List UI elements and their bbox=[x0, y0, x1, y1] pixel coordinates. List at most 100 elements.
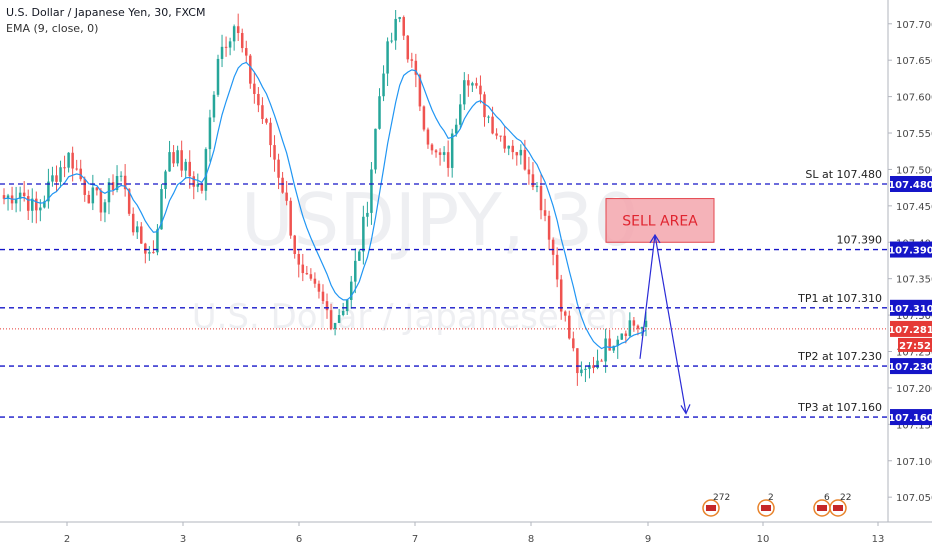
level-label: TP3 at 107.160 bbox=[797, 401, 882, 414]
candle-body bbox=[495, 133, 498, 136]
candle-body bbox=[148, 252, 151, 254]
candle-body bbox=[144, 243, 147, 254]
candle-body bbox=[584, 368, 587, 370]
candle-body bbox=[644, 320, 648, 328]
candle-body bbox=[220, 46, 224, 59]
candle-body bbox=[543, 210, 547, 216]
candle-body bbox=[140, 226, 143, 244]
candle-body bbox=[35, 198, 38, 211]
level-price-tag-text: 107.310 bbox=[888, 304, 932, 315]
candle-body bbox=[281, 177, 284, 193]
candle-body bbox=[640, 327, 644, 329]
level-price-tag-text: 107.390 bbox=[888, 246, 932, 257]
time-tick-label: 8 bbox=[528, 534, 534, 545]
level-price-tag bbox=[890, 409, 932, 426]
candle-body bbox=[309, 274, 313, 279]
candle-body bbox=[362, 216, 365, 252]
candle-body bbox=[75, 168, 78, 170]
candle-body bbox=[200, 184, 204, 191]
candle-body bbox=[527, 169, 531, 175]
candle-body bbox=[325, 301, 329, 311]
event-icon: 2 bbox=[757, 493, 775, 517]
candle-body bbox=[123, 175, 127, 190]
candle-body bbox=[47, 181, 50, 202]
candle-body bbox=[345, 299, 349, 312]
candle-body bbox=[467, 80, 470, 86]
candle-body bbox=[180, 150, 183, 171]
candle-body bbox=[523, 149, 527, 170]
event-count: 272 bbox=[713, 493, 730, 503]
candle-body bbox=[475, 83, 478, 86]
candle-body bbox=[103, 202, 107, 213]
candle-body bbox=[515, 152, 519, 156]
price-axis[interactable]: 107.700 107.650 107.600 107.550 107.500 107.4… bbox=[887, 0, 932, 522]
ema-line-layer bbox=[3, 61, 647, 350]
candle-body bbox=[313, 278, 317, 284]
candle-body bbox=[156, 229, 159, 253]
candle-body bbox=[366, 212, 369, 217]
candle-body bbox=[337, 315, 341, 323]
candle-body bbox=[91, 187, 95, 204]
candle-body bbox=[249, 55, 252, 84]
time-axis[interactable]: 2 3 6 7 8 9 10 13 bbox=[0, 521, 932, 545]
candle-body bbox=[604, 338, 607, 362]
candle-body bbox=[216, 58, 220, 95]
candle-body bbox=[43, 201, 46, 208]
candle-body bbox=[555, 254, 559, 280]
candle-body bbox=[382, 73, 385, 97]
price-tick-label: 107.550 bbox=[896, 129, 932, 140]
levels-layer: SL at 107.480 107.390 TP1 at 107.310 TP2 at… bbox=[0, 168, 888, 418]
candle-body bbox=[152, 252, 155, 254]
candle-body bbox=[2, 195, 6, 199]
candle-body bbox=[31, 198, 34, 211]
candle-body bbox=[459, 104, 462, 125]
candle-body bbox=[426, 129, 430, 145]
candle-body bbox=[71, 152, 74, 169]
candle-body bbox=[636, 325, 640, 329]
candle-body bbox=[204, 149, 208, 191]
candle-body bbox=[115, 176, 119, 190]
candle-body bbox=[253, 83, 256, 94]
candle-body bbox=[99, 190, 103, 213]
candle-body bbox=[442, 152, 446, 155]
candle-body bbox=[127, 189, 131, 214]
candle-body bbox=[374, 128, 377, 170]
candle-body bbox=[402, 17, 405, 36]
level-price-tag bbox=[890, 299, 932, 316]
us-flag-icon bbox=[833, 505, 843, 511]
candle-body bbox=[386, 41, 389, 74]
candle-body bbox=[208, 117, 212, 150]
candle-body bbox=[398, 17, 401, 19]
candle-body bbox=[277, 159, 280, 178]
event-icon: 22 bbox=[829, 493, 851, 517]
candle-body bbox=[119, 175, 123, 177]
candle-body bbox=[539, 185, 543, 211]
sell-area-box bbox=[605, 198, 715, 243]
candle-body bbox=[503, 135, 506, 149]
candle-body bbox=[196, 184, 200, 187]
level-label: 107.390 bbox=[837, 234, 883, 247]
candle-body bbox=[192, 176, 196, 187]
events-layer: 272 2 6 22 bbox=[702, 493, 851, 517]
candle-body bbox=[519, 149, 523, 156]
candle-body bbox=[446, 152, 450, 168]
candle-body bbox=[628, 320, 632, 336]
price-tick-label: 107.150 bbox=[896, 420, 932, 431]
candle-body bbox=[596, 360, 599, 368]
candle-body bbox=[418, 74, 422, 107]
candle-body bbox=[608, 338, 611, 351]
candle-body bbox=[232, 26, 236, 42]
price-tick-label: 107.700 bbox=[896, 20, 932, 31]
candle-body bbox=[285, 192, 288, 201]
candle-body bbox=[422, 106, 426, 130]
time-tick-label: 10 bbox=[757, 534, 770, 545]
us-flag-icon bbox=[706, 505, 716, 511]
candle-body bbox=[245, 48, 248, 56]
level-price-tag bbox=[890, 358, 932, 375]
candle-body bbox=[471, 83, 474, 86]
price-tick-label: 107.450 bbox=[896, 202, 932, 213]
candle-body bbox=[184, 161, 187, 171]
price-tick-label: 107.050 bbox=[896, 493, 932, 504]
candle-body bbox=[535, 185, 539, 188]
